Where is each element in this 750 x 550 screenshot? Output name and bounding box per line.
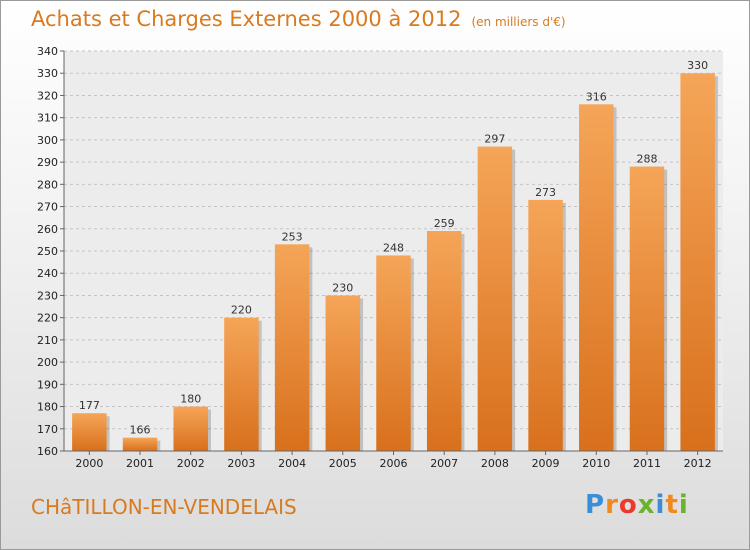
x-tick-label-2007: 2007: [430, 457, 458, 470]
y-tick-label: 240: [37, 267, 58, 280]
chart-title-text: Achats et Charges Externes 2000 à 2012: [31, 7, 462, 31]
bar-2007: [426, 231, 462, 451]
y-tick-label: 280: [37, 178, 58, 191]
bar-2001: [122, 437, 158, 451]
bar-2011: [629, 166, 665, 452]
bar-2012: [680, 73, 715, 451]
value-label-2011: 288: [636, 153, 657, 166]
bar-2002: [173, 406, 208, 451]
y-tick-label: 340: [37, 45, 58, 58]
x-tick-label-2002: 2002: [177, 457, 205, 470]
bar-2004: [274, 244, 310, 451]
value-label-2004: 253: [282, 230, 303, 243]
proxiti-logo: Proxiti: [585, 490, 689, 520]
value-label-2012: 330: [687, 59, 708, 72]
bar-2006: [376, 255, 411, 451]
y-tick-label: 210: [37, 334, 58, 347]
value-label-2008: 297: [484, 133, 505, 146]
commune-name: CHâTILLON-EN-VENDELAIS: [31, 495, 297, 519]
x-tick-label-2006: 2006: [380, 457, 408, 470]
x-tick-label-2011: 2011: [633, 457, 661, 470]
x-tick-label-2010: 2010: [582, 457, 610, 470]
x-tick-label-2009: 2009: [532, 457, 560, 470]
y-tick-label: 250: [37, 245, 58, 258]
value-label-2003: 220: [231, 304, 252, 317]
y-tick-label: 170: [37, 423, 58, 436]
y-tick-label: 230: [37, 289, 58, 302]
x-tick-label-2001: 2001: [126, 457, 154, 470]
x-tick-label-2008: 2008: [481, 457, 509, 470]
y-tick-label: 310: [37, 112, 58, 125]
value-label-2002: 180: [180, 393, 201, 406]
logo-letter: P: [585, 490, 606, 520]
y-tick-label: 160: [37, 445, 58, 458]
x-tick-label-2005: 2005: [329, 457, 357, 470]
x-tick-label-2004: 2004: [278, 457, 306, 470]
y-tick-label: 220: [37, 312, 58, 325]
logo-letter: t: [665, 490, 679, 520]
bar-2000: [72, 413, 107, 451]
logo-letter: i: [655, 490, 666, 520]
y-tick-label: 290: [37, 156, 58, 169]
bar-2005: [325, 295, 361, 451]
logo-letter: i: [678, 490, 689, 520]
y-tick-label: 270: [37, 201, 58, 214]
x-tick-label-2000: 2000: [75, 457, 103, 470]
y-tick-label: 260: [37, 223, 58, 236]
value-label-2001: 166: [130, 424, 151, 437]
value-label-2007: 259: [434, 217, 455, 230]
bar-2009: [528, 199, 563, 451]
y-tick-label: 320: [37, 89, 58, 102]
value-label-2010: 316: [586, 90, 607, 103]
value-label-2006: 248: [383, 241, 404, 254]
bar-2003: [224, 317, 259, 451]
y-tick-label: 200: [37, 356, 58, 369]
value-label-2000: 177: [79, 399, 100, 412]
logo-letter: r: [605, 490, 619, 520]
x-tick-label-2003: 2003: [227, 457, 255, 470]
y-tick-label: 300: [37, 134, 58, 147]
x-tick-label-2012: 2012: [684, 457, 712, 470]
bar-2010: [579, 104, 614, 451]
y-tick-label: 330: [37, 67, 58, 80]
y-tick-label: 180: [37, 401, 58, 414]
logo-letter: x: [637, 490, 656, 520]
y-tick-label: 190: [37, 378, 58, 391]
value-label-2009: 273: [535, 186, 556, 199]
bar-2008: [477, 146, 513, 452]
logo-letter: o: [618, 490, 638, 520]
chart-subtitle: (en milliers d'€): [471, 15, 566, 29]
chart-title: Achats et Charges Externes 2000 à 2012 (e…: [31, 7, 566, 31]
value-label-2005: 230: [332, 281, 353, 294]
